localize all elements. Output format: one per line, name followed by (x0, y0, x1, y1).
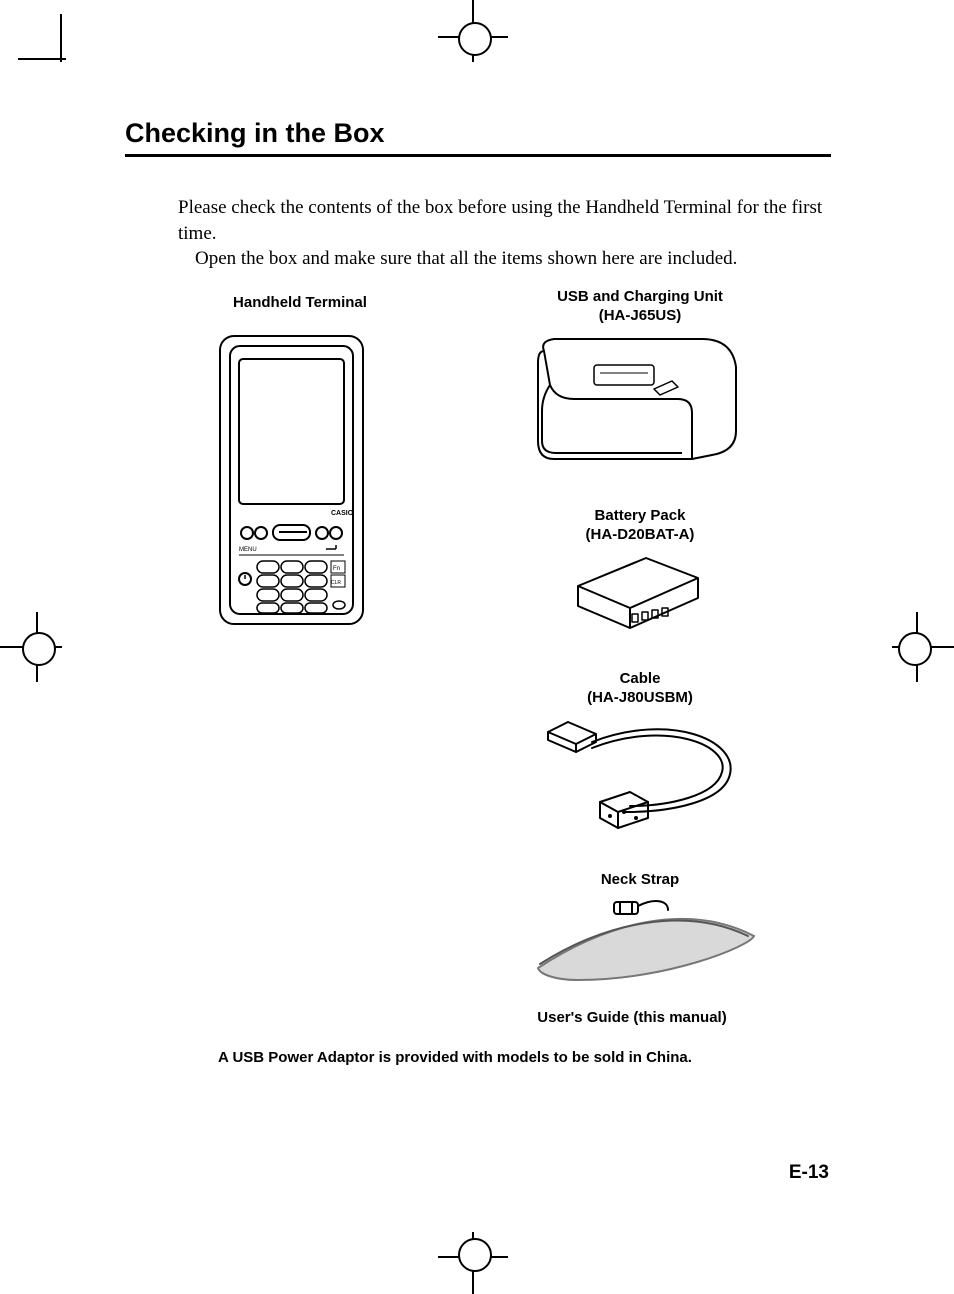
cropmark (458, 22, 492, 56)
intro-paragraph-2: Open the box and make sure that all the … (195, 248, 835, 270)
label-cable: Cable (HA-J80USBM) (500, 670, 780, 708)
intro-paragraph-1: Please check the contents of the box bef… (178, 195, 833, 246)
cropmark (22, 632, 56, 666)
label-charging-unit: USB and Charging Unit (HA-J65US) (500, 288, 780, 326)
illustration-battery-pack (572, 552, 704, 632)
cropmark (458, 1238, 492, 1272)
label-battery-pack: Battery Pack (HA-D20BAT-A) (500, 507, 780, 545)
svg-text:CASIO: CASIO (331, 510, 354, 517)
section-heading: Checking in the Box (125, 118, 385, 149)
svg-text:MENU: MENU (239, 547, 257, 553)
illustration-charging-unit (532, 333, 742, 468)
page-number: E-13 (789, 1162, 829, 1184)
svg-text:CLR: CLR (331, 580, 341, 586)
manual-page: Checking in the Box Please check the con… (0, 0, 954, 1294)
label-handheld-terminal: Handheld Terminal (180, 294, 420, 313)
label-users-guide: User's Guide (this manual) (492, 1009, 772, 1028)
illustration-neck-strap (518, 894, 768, 984)
cropmark (898, 632, 932, 666)
illustration-handheld-terminal: CASIO MENU Fn CLR (219, 335, 364, 625)
note-china-adaptor: A USB Power Adaptor is provided with mod… (218, 1049, 692, 1066)
label-neck-strap: Neck Strap (500, 871, 780, 890)
heading-rule (125, 154, 831, 157)
illustration-usb-cable (540, 716, 740, 836)
svg-text:Fn: Fn (333, 566, 340, 572)
